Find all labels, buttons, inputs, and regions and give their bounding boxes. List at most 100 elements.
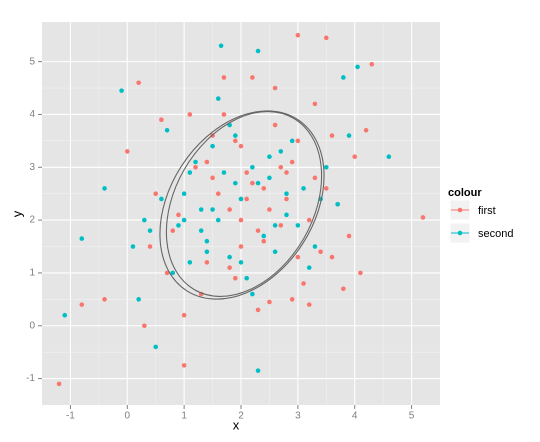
point — [204, 260, 210, 265]
point — [215, 217, 221, 223]
point — [267, 207, 272, 212]
point — [295, 254, 301, 260]
point — [181, 217, 187, 223]
point — [210, 207, 215, 212]
point — [119, 88, 124, 93]
point — [323, 186, 329, 191]
point — [159, 117, 164, 123]
point — [369, 61, 375, 67]
point — [250, 164, 255, 170]
point — [244, 170, 249, 175]
point — [193, 159, 198, 165]
y-tick-label: 4 — [29, 109, 35, 120]
point — [142, 217, 147, 223]
point — [153, 344, 159, 350]
point — [215, 191, 221, 196]
point — [176, 212, 181, 218]
point — [272, 85, 278, 91]
point — [312, 101, 318, 107]
y-tick-label: 1 — [29, 268, 35, 279]
point — [306, 302, 312, 307]
point — [193, 164, 198, 170]
point — [289, 297, 295, 302]
point — [255, 228, 261, 233]
point — [272, 122, 278, 128]
point — [295, 138, 301, 144]
point — [335, 201, 340, 207]
x-tick-label: 1 — [181, 411, 187, 422]
point — [352, 154, 358, 160]
ellipse — [159, 110, 325, 300]
point — [238, 143, 244, 149]
ellipses — [159, 110, 325, 300]
legend-title: colour — [448, 187, 482, 199]
point — [289, 159, 295, 165]
point — [312, 244, 318, 249]
legend-point — [457, 230, 463, 236]
point — [147, 244, 153, 249]
point — [164, 127, 170, 133]
point — [210, 133, 215, 138]
point — [130, 244, 136, 249]
point — [284, 170, 289, 175]
point — [323, 35, 329, 41]
point — [346, 133, 352, 138]
point — [187, 260, 193, 265]
y-tick-label: -1 — [26, 373, 35, 384]
point — [233, 138, 238, 144]
point — [238, 217, 244, 223]
legend-label: second — [478, 228, 513, 240]
point — [267, 154, 272, 160]
point — [215, 96, 221, 101]
point — [124, 149, 130, 154]
point — [204, 238, 210, 244]
point — [255, 307, 261, 313]
x-tick-label: -1 — [66, 411, 75, 422]
point — [79, 236, 85, 241]
x-tick-label: 3 — [295, 411, 301, 422]
x-tick-label: 2 — [238, 411, 244, 422]
legend-label: first — [478, 205, 496, 217]
y-tick-label: 0 — [29, 320, 35, 331]
y-tick-label: 2 — [29, 215, 35, 226]
point — [284, 196, 289, 202]
point — [341, 286, 346, 292]
x-tick-label: 4 — [352, 411, 358, 422]
point — [284, 191, 289, 196]
point — [261, 238, 267, 244]
point — [79, 302, 85, 307]
point — [329, 254, 335, 260]
x-tick-label: 5 — [409, 411, 415, 422]
point — [102, 186, 107, 191]
point — [278, 149, 284, 154]
point — [181, 191, 187, 196]
point — [198, 228, 204, 233]
legend-point — [457, 207, 463, 213]
y-axis-title: y — [9, 210, 24, 217]
point — [358, 270, 363, 276]
point — [227, 254, 232, 260]
point — [329, 133, 335, 138]
point — [284, 212, 289, 218]
point — [341, 75, 346, 80]
point — [386, 154, 392, 160]
point — [204, 249, 210, 255]
point — [267, 299, 272, 305]
point — [346, 233, 352, 239]
point — [56, 381, 62, 387]
point — [255, 48, 261, 54]
point — [318, 249, 323, 255]
point — [244, 196, 249, 202]
point — [187, 112, 193, 117]
point — [250, 180, 255, 186]
point — [221, 75, 227, 80]
point — [272, 249, 278, 255]
point — [187, 170, 193, 175]
ellipse — [165, 111, 323, 297]
point — [250, 75, 255, 80]
point — [142, 323, 147, 329]
point — [62, 312, 68, 318]
point — [159, 196, 164, 202]
point — [323, 164, 329, 170]
x-axis-title: x — [233, 417, 240, 432]
